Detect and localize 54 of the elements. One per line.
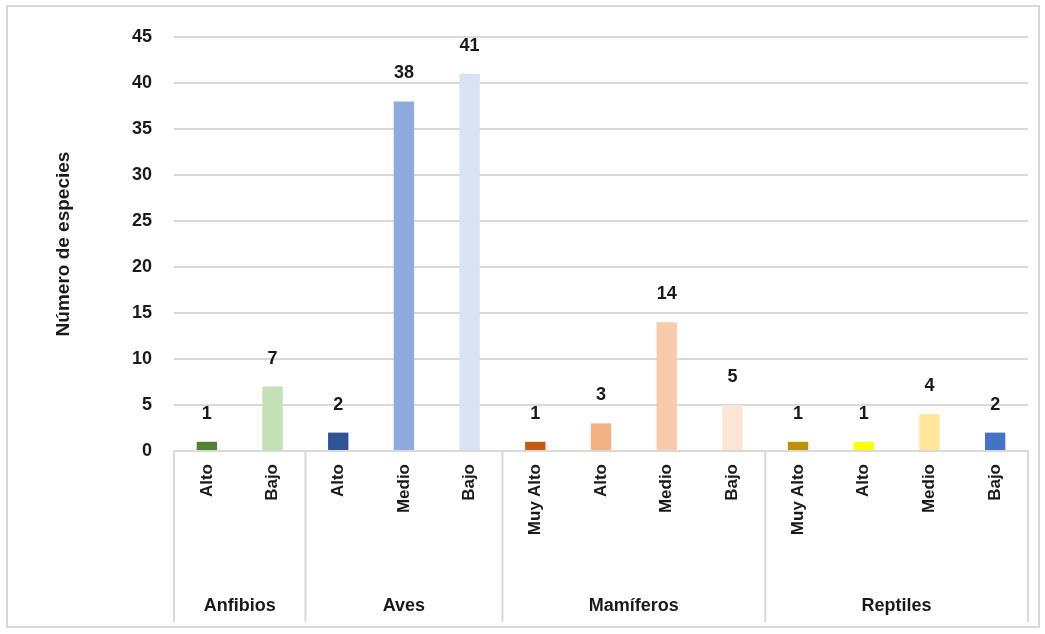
bar <box>262 386 283 450</box>
y-tick-label: 45 <box>131 25 152 46</box>
data-label: 14 <box>656 283 677 304</box>
bar <box>328 432 349 450</box>
y-tick-label: 15 <box>131 301 152 322</box>
x-tick-label: Medio <box>919 464 939 514</box>
data-label: 7 <box>267 347 278 368</box>
data-label: 5 <box>727 365 738 386</box>
bar <box>656 322 677 450</box>
data-label: 2 <box>990 393 1001 414</box>
y-tick-label: 40 <box>131 71 152 92</box>
x-tick-label: Medio <box>656 464 676 514</box>
y-tick-label: 35 <box>131 117 152 138</box>
text: Anfibios <box>203 594 276 615</box>
y-tick-label: 30 <box>131 163 152 184</box>
x-tick-label: Alto <box>590 464 610 498</box>
x-tick-label: Muy Alto <box>787 464 807 536</box>
x-tick-label: Medio <box>393 464 413 514</box>
bar <box>787 441 809 450</box>
x-tick-label: Alto <box>327 464 347 498</box>
x-tick-label: Muy Alto <box>525 464 544 536</box>
text: Reptiles <box>861 594 932 615</box>
bar <box>722 405 743 450</box>
data-label: 1 <box>793 402 804 423</box>
x-tick-label: Bajo <box>984 464 1004 501</box>
bar <box>525 441 546 450</box>
x-tick-label: Alto <box>853 464 873 498</box>
y-tick-label: 20 <box>131 255 152 276</box>
y-axis-title: Número de especies <box>51 151 73 337</box>
x-tick-label: Alto <box>196 464 216 498</box>
data-label: 3 <box>595 384 607 405</box>
data-label: 1 <box>530 402 541 423</box>
bar <box>853 441 874 450</box>
text: Aves <box>382 594 426 615</box>
bar <box>919 414 940 450</box>
bar <box>393 101 415 450</box>
data-label: 4 <box>924 375 935 396</box>
data-label: 38 <box>393 62 414 83</box>
y-tick-label: 25 <box>131 209 152 230</box>
y-tick-label: 0 <box>141 439 152 460</box>
bar <box>459 73 480 450</box>
data-label: 2 <box>333 393 344 414</box>
bar <box>196 441 218 450</box>
data-label: 1 <box>858 402 869 423</box>
bar <box>590 423 612 450</box>
bar <box>984 432 1006 450</box>
y-tick-label: 10 <box>131 347 152 368</box>
x-tick-label: Bajo <box>722 464 742 501</box>
data-label: 1 <box>201 402 212 423</box>
x-tick-label: Bajo <box>459 464 479 501</box>
y-tick-label: 5 <box>141 393 152 414</box>
text: Mamíferos <box>588 594 679 615</box>
x-tick-label: Bajo <box>262 464 282 501</box>
data-label: 41 <box>459 34 480 55</box>
